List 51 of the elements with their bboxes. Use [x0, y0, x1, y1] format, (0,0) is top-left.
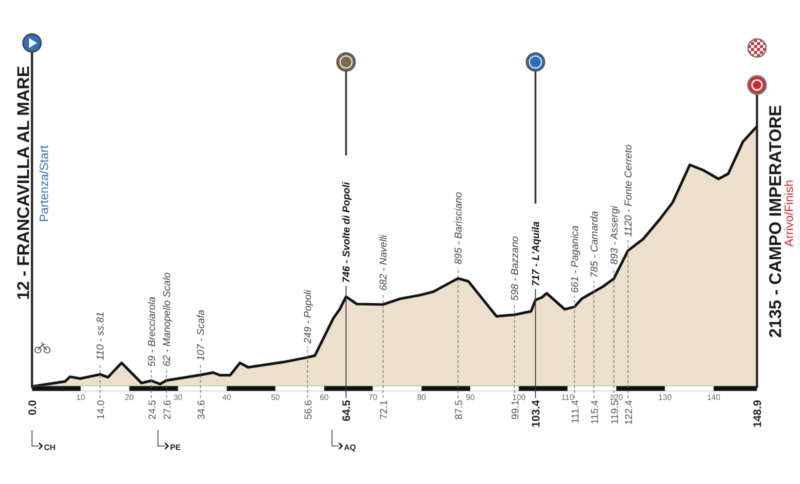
x-tick-label: 87.5: [454, 400, 466, 420]
text: Arrivo/Finish: [782, 180, 796, 247]
annotation: 895 - Barisciano: [454, 192, 465, 264]
x-tick-label: 27.6: [162, 400, 174, 420]
x2-tick-label: 90: [466, 393, 476, 402]
x-tick-label: 24.5: [147, 400, 158, 420]
annotation: 1120 - Fonte Cerreto: [623, 144, 634, 237]
x-tick-label: 72.1: [379, 400, 390, 420]
x-tick-label: 0.0: [27, 400, 39, 416]
annotation: Partenza/Start: [37, 144, 51, 222]
text: PE: [170, 443, 182, 452]
annotation: 746 - Svolte di Popoli: [342, 182, 353, 283]
x-tick-label: 34.6: [196, 400, 208, 420]
annotation: 661 - Paganica: [570, 225, 581, 293]
annotation: 110 - ss.81: [96, 312, 107, 360]
x2-tick-label: 10: [76, 393, 86, 402]
x2-tick-label: 100: [512, 393, 526, 402]
x-tick-label: 111.4: [570, 400, 582, 424]
text: 2135 - CAMPO IMPERATORE: [766, 105, 785, 338]
x2-tick-label: 110: [561, 393, 575, 402]
x-tick-label: 103.4: [530, 399, 542, 428]
x2-tick-label: 30: [174, 393, 184, 402]
x-tick-label: 122.4: [624, 400, 635, 426]
x-tick-label: 64.5: [341, 400, 354, 422]
x2-tick-label: 40: [222, 393, 232, 402]
x2-tick-label: 130: [658, 393, 672, 402]
x2-tick-label: 120: [610, 393, 624, 402]
x2-tick-label: 20: [124, 393, 134, 402]
annotation: 59 - Brecciarola: [146, 296, 158, 367]
x-tick-label: 14.0: [96, 400, 108, 420]
x2-tick-label: 50: [271, 393, 280, 402]
x2-tick-label: 60: [320, 393, 330, 402]
x-tick-label: 56.6: [304, 400, 315, 420]
annotation: 717 - L'Aquila: [530, 221, 542, 286]
x2-tick-label: 80: [417, 393, 427, 402]
x-tick-label: 115.4: [590, 400, 601, 424]
text: CH: [44, 443, 56, 452]
annotation: 12 - FRANCAVILLA AL MARE: [14, 66, 33, 300]
annotation: 598 - Bazzano: [510, 236, 522, 301]
annotation: 682 - Navelli: [378, 234, 390, 291]
x-tick-label: 99.1: [510, 400, 522, 420]
x2-tick-label: 140: [706, 393, 721, 402]
x-tick-label: 148.9: [752, 400, 764, 428]
x-tick-label: 119.5: [610, 400, 621, 424]
annotation: 785 - Camarda: [589, 210, 600, 278]
x2-tick-label: 70: [368, 393, 378, 402]
annotation: 893 - Assergi: [609, 205, 620, 265]
text: AQ: [344, 443, 356, 452]
annotation: 107 - Scafa: [196, 309, 207, 361]
annotation: 249 - Popoli: [303, 289, 314, 344]
annotation: 62 - Manopello Scalo: [162, 272, 173, 366]
